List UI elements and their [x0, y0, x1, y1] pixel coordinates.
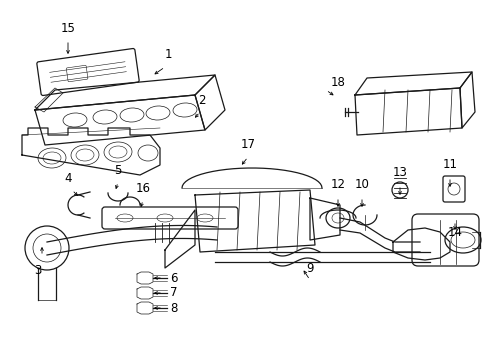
- Text: 6: 6: [170, 271, 177, 284]
- Text: 10: 10: [354, 179, 368, 192]
- Text: 4: 4: [64, 171, 72, 184]
- Text: 1: 1: [164, 49, 171, 62]
- Text: 11: 11: [442, 158, 457, 171]
- Text: 15: 15: [61, 22, 75, 35]
- Text: 17: 17: [240, 139, 255, 152]
- Text: 14: 14: [447, 226, 462, 239]
- Text: 18: 18: [330, 77, 345, 90]
- Text: 13: 13: [392, 166, 407, 180]
- Text: 2: 2: [198, 94, 205, 107]
- Text: 3: 3: [34, 264, 41, 276]
- Text: 7: 7: [170, 287, 177, 300]
- Text: 9: 9: [305, 261, 313, 274]
- Text: 12: 12: [330, 179, 345, 192]
- Text: 8: 8: [170, 302, 177, 315]
- Text: 5: 5: [114, 163, 122, 176]
- Text: 16: 16: [135, 181, 150, 194]
